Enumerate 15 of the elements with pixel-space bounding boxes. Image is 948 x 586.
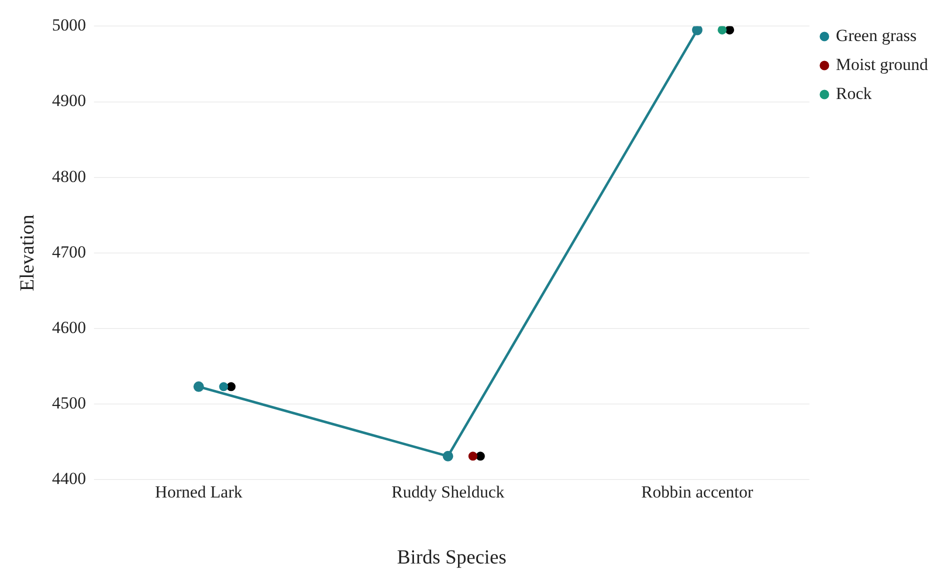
- y-tick-label: 5000: [52, 16, 86, 35]
- x-tick-label: Robbin accentor: [641, 482, 754, 502]
- y-tick-label: 4700: [52, 242, 86, 262]
- y-tick-label: 4600: [52, 318, 86, 337]
- y-tick-label: 4900: [52, 91, 86, 110]
- y-tick-label: 4500: [52, 394, 86, 412]
- x-axis-title: Birds Species: [396, 546, 507, 568]
- x-tick-label: Ruddy Shelduck: [392, 482, 505, 502]
- legend-label: Green grass: [836, 26, 917, 45]
- legend-label: Moist ground: [836, 54, 928, 74]
- legend-label: Rock: [836, 84, 872, 103]
- y-tick-label: 4400: [52, 469, 86, 488]
- x-tick-label: Horned Lark: [155, 482, 243, 502]
- y-tick-label: 4800: [52, 166, 86, 186]
- y-axis-title: Elevation: [16, 214, 38, 292]
